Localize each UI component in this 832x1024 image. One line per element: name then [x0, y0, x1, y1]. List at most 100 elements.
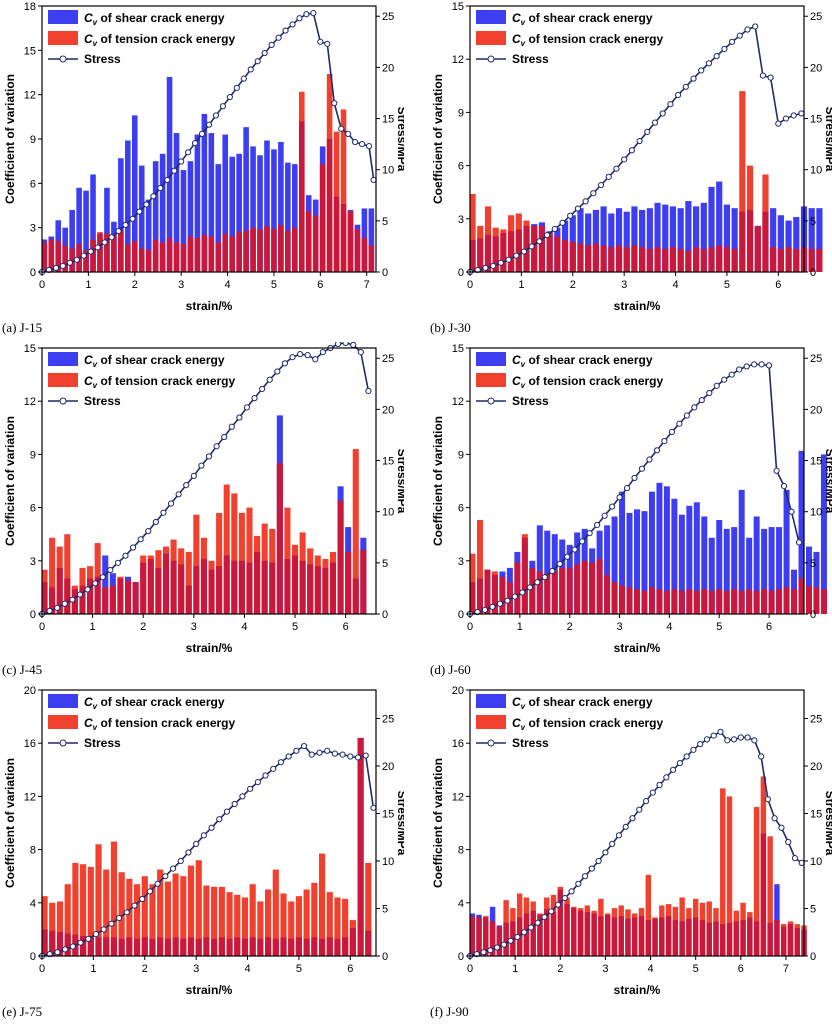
- stress-point: [638, 465, 646, 472]
- stress-point: [247, 785, 254, 792]
- overlap-bar: [476, 917, 482, 956]
- overlap-bar: [319, 164, 326, 272]
- overlap-bar: [141, 937, 148, 956]
- overlap-bar: [672, 920, 679, 956]
- y2-tick-label: 0: [382, 951, 388, 963]
- y2-tick-label: 10: [810, 856, 822, 868]
- y2-tick-label: 10: [382, 165, 394, 177]
- overlap-bar: [285, 230, 291, 272]
- stress-point: [77, 939, 84, 946]
- stress-point: [243, 404, 251, 411]
- shear-crack-bar: [145, 199, 152, 272]
- stress-point: [790, 112, 797, 119]
- stress-point: [370, 804, 377, 811]
- overlap-bar: [272, 938, 279, 956]
- tension-crack-bar: [49, 537, 56, 614]
- shear-crack-bar: [623, 211, 630, 272]
- legend-swatch-shear: [48, 694, 78, 708]
- shear-crack-bar: [243, 127, 249, 272]
- stress-point: [177, 857, 184, 865]
- overlap-bar: [720, 924, 726, 956]
- stress-point: [342, 342, 349, 346]
- overlap-bar: [551, 569, 558, 614]
- stress-point: [597, 181, 605, 189]
- overlap-bar: [469, 582, 476, 614]
- y-tick-label: 6: [30, 503, 36, 515]
- y-tick-label: 12: [452, 54, 464, 66]
- overlap-bar: [569, 241, 576, 272]
- y2-tick-label: 10: [810, 507, 822, 519]
- stress-point: [223, 808, 231, 815]
- overlap-bar: [103, 937, 110, 956]
- overlap-bar: [699, 920, 706, 956]
- stress-point: [497, 259, 504, 266]
- shear-crack-bar: [102, 555, 109, 614]
- x-tick-label: 4: [672, 279, 678, 291]
- y-tick-label: 0: [458, 267, 464, 279]
- x-tick-label: 3: [191, 621, 197, 633]
- stress-point: [324, 40, 331, 47]
- overlap-bar: [701, 589, 708, 614]
- shear-crack-bar: [805, 546, 812, 614]
- stress-point: [239, 793, 246, 800]
- overlap-bar: [648, 587, 655, 614]
- tension-crack-bar: [234, 894, 241, 956]
- stress-point: [505, 256, 512, 263]
- overlap-bar: [71, 589, 78, 614]
- overlap-bar: [349, 928, 356, 956]
- stress-point: [84, 586, 91, 593]
- stress-point: [649, 789, 656, 796]
- x-tick-label: 4: [241, 621, 247, 633]
- overlap-bar: [94, 576, 101, 614]
- stress-point: [526, 584, 533, 591]
- shear-crack-bar: [631, 206, 638, 272]
- overlap-bar: [269, 562, 276, 614]
- legend-label-shear: Cv of shear crack energy: [512, 695, 653, 711]
- overlap-bar: [172, 937, 179, 956]
- shear-crack-bar: [731, 208, 738, 272]
- shear-crack-bar: [723, 528, 730, 614]
- stress-point: [281, 360, 289, 367]
- tension-crack-bar: [133, 884, 141, 956]
- y2-tick-label: 5: [382, 558, 388, 570]
- shear-crack-bar: [746, 537, 753, 614]
- overlap-bar: [257, 938, 264, 956]
- stress-point: [304, 352, 311, 359]
- tension-crack-bar: [180, 876, 187, 956]
- legend: Cv of shear crack energy Cv of tension cr…: [48, 10, 235, 66]
- overlap-bar: [102, 587, 109, 614]
- overlap-bar: [544, 573, 551, 614]
- overlap-bar: [489, 921, 496, 956]
- legend-swatch-shear: [48, 352, 78, 366]
- shear-crack-bar: [753, 516, 760, 614]
- overlap-bar: [708, 590, 715, 614]
- overlap-bar: [793, 248, 800, 272]
- stress-point: [365, 143, 373, 150]
- y-tick-label: 6: [458, 161, 464, 173]
- x-tick-label: 5: [724, 279, 730, 291]
- overlap-bar: [496, 926, 503, 956]
- legend-marker-stress: [59, 397, 67, 405]
- tension-crack-bar: [56, 901, 64, 956]
- overlap-bar: [118, 230, 124, 272]
- y2-axis-title: Stress/MPa: [823, 449, 832, 514]
- stress-point: [534, 579, 541, 586]
- shear-crack-bar: [693, 502, 700, 614]
- bars: [41, 415, 367, 614]
- stress-point: [350, 342, 357, 349]
- stress-point: [500, 941, 507, 948]
- stress-point: [122, 552, 129, 559]
- legend: Cv of shear crack energy Cv of tension cr…: [48, 694, 235, 750]
- y-axis-title: Coefficient of variation: [431, 416, 445, 546]
- shear-crack-bar: [194, 134, 201, 272]
- stress-point: [198, 462, 205, 469]
- overlap-bar: [104, 233, 110, 272]
- overlap-bar: [149, 938, 156, 956]
- legend-swatch-shear: [48, 10, 78, 24]
- overlap-bar: [208, 236, 215, 272]
- overlap-bar: [97, 233, 103, 272]
- stress-point: [575, 880, 582, 887]
- stress-point: [703, 736, 711, 743]
- stress-point: [574, 205, 582, 212]
- stress-point: [543, 232, 551, 239]
